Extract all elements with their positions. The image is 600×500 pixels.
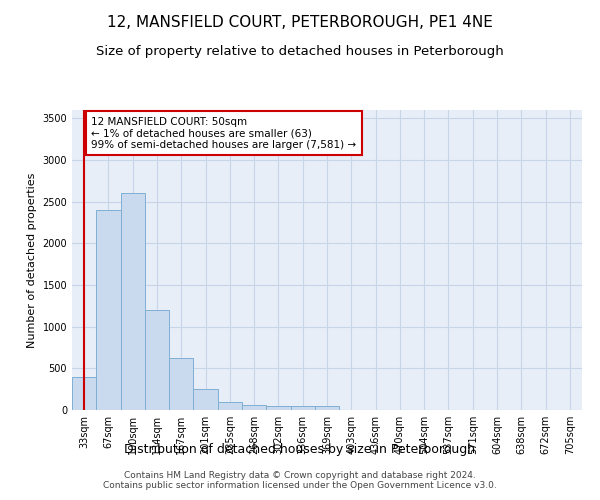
Bar: [145, 310, 169, 410]
Bar: [121, 194, 145, 410]
Bar: [266, 406, 290, 410]
Text: Size of property relative to detached houses in Peterborough: Size of property relative to detached ho…: [96, 45, 504, 58]
Bar: [315, 406, 339, 410]
Bar: [169, 358, 193, 410]
Bar: [193, 389, 218, 410]
Bar: [72, 376, 96, 410]
Text: 12 MANSFIELD COURT: 50sqm
← 1% of detached houses are smaller (63)
99% of semi-d: 12 MANSFIELD COURT: 50sqm ← 1% of detach…: [91, 116, 356, 150]
Text: 12, MANSFIELD COURT, PETERBOROUGH, PE1 4NE: 12, MANSFIELD COURT, PETERBOROUGH, PE1 4…: [107, 15, 493, 30]
Text: Contains HM Land Registry data © Crown copyright and database right 2024.
Contai: Contains HM Land Registry data © Crown c…: [103, 470, 497, 490]
Bar: [290, 406, 315, 410]
Y-axis label: Number of detached properties: Number of detached properties: [27, 172, 37, 348]
Text: Distribution of detached houses by size in Peterborough: Distribution of detached houses by size …: [124, 444, 476, 456]
Bar: [218, 402, 242, 410]
Bar: [242, 405, 266, 410]
Bar: [96, 210, 121, 410]
